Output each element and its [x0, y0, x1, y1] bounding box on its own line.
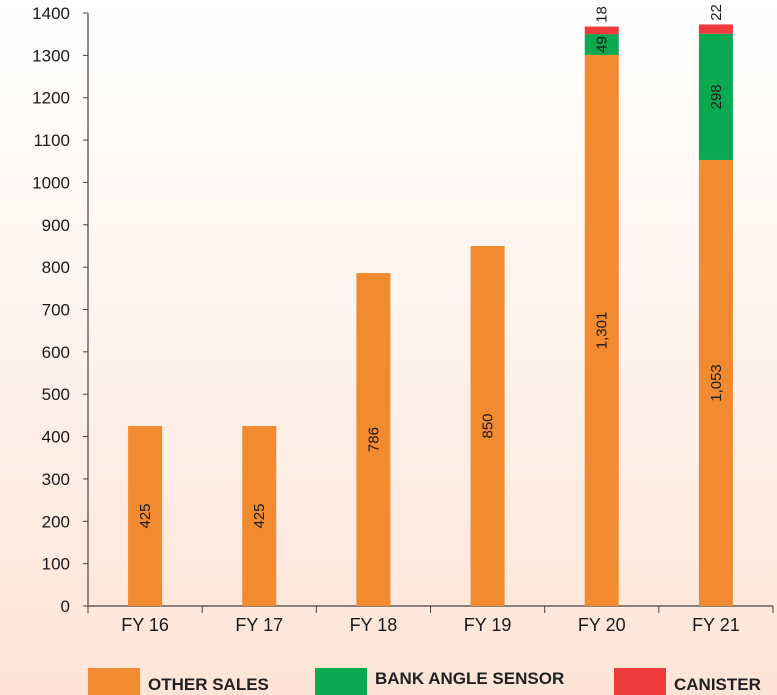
x-tick-label: FY 18 — [350, 615, 398, 635]
y-tick-label: 600 — [42, 343, 70, 362]
y-tick-label: 300 — [42, 470, 70, 489]
data-label: 786 — [365, 427, 382, 452]
y-tick-label: 400 — [42, 428, 70, 447]
chart-legend: OTHER SALES BANK ANGLE SENSOR CANISTER — [88, 668, 761, 695]
data-label: 1,053 — [708, 364, 725, 402]
y-tick-label: 0 — [61, 597, 70, 616]
y-tick-label: 1200 — [32, 89, 70, 108]
legend-swatch — [88, 668, 140, 695]
x-tick-label: FY 17 — [235, 615, 283, 635]
legend-swatch — [614, 668, 666, 695]
x-tick-label: FY 21 — [692, 615, 740, 635]
data-label: 1,301 — [594, 312, 611, 350]
y-tick-label: 100 — [42, 555, 70, 574]
bar-segment — [584, 34, 619, 55]
y-tick-label: 700 — [42, 301, 70, 320]
bar-segment — [698, 24, 733, 34]
data-label: 22 — [708, 4, 725, 21]
data-label: 18 — [594, 6, 611, 23]
data-label: 49 — [594, 36, 611, 53]
bar-segment — [584, 54, 619, 606]
legend-label: OTHER SALES — [148, 675, 269, 694]
data-label: 298 — [708, 84, 725, 109]
legend-label: CANISTER — [674, 675, 761, 694]
bar-segment — [698, 33, 733, 160]
chart-bars: 425 425 786 850 1,301 49 18 1,053 298 22 — [128, 4, 733, 606]
data-label: 425 — [251, 503, 268, 528]
y-tick-label: 200 — [42, 512, 70, 531]
bar-segment — [584, 26, 619, 35]
y-tick-label: 900 — [42, 216, 70, 235]
y-tick-label: 500 — [42, 385, 70, 404]
x-tick-label: FY 20 — [578, 615, 626, 635]
bar-segment — [470, 245, 505, 606]
bar-segment — [356, 273, 391, 606]
y-tick-label: 1400 — [32, 4, 70, 23]
x-tick-label: FY 16 — [121, 615, 169, 635]
bar-segment — [242, 425, 277, 606]
y-tick-label: 1000 — [32, 173, 70, 192]
y-tick-label: 800 — [42, 258, 70, 277]
data-label: 850 — [480, 413, 497, 438]
data-label: 425 — [137, 503, 154, 528]
y-tick-label: 1300 — [32, 46, 70, 65]
legend-label: BANK ANGLE SENSOR — [375, 669, 564, 688]
bar-segment — [128, 425, 163, 606]
y-tick-label: 1100 — [33, 131, 70, 150]
chart-axes: 0 100 200 300 400 500 600 700 800 900 1000 1100 1200… — [32, 4, 774, 635]
legend-swatch — [315, 668, 367, 695]
bar-segment — [698, 159, 733, 606]
x-tick-label: FY 19 — [464, 615, 512, 635]
